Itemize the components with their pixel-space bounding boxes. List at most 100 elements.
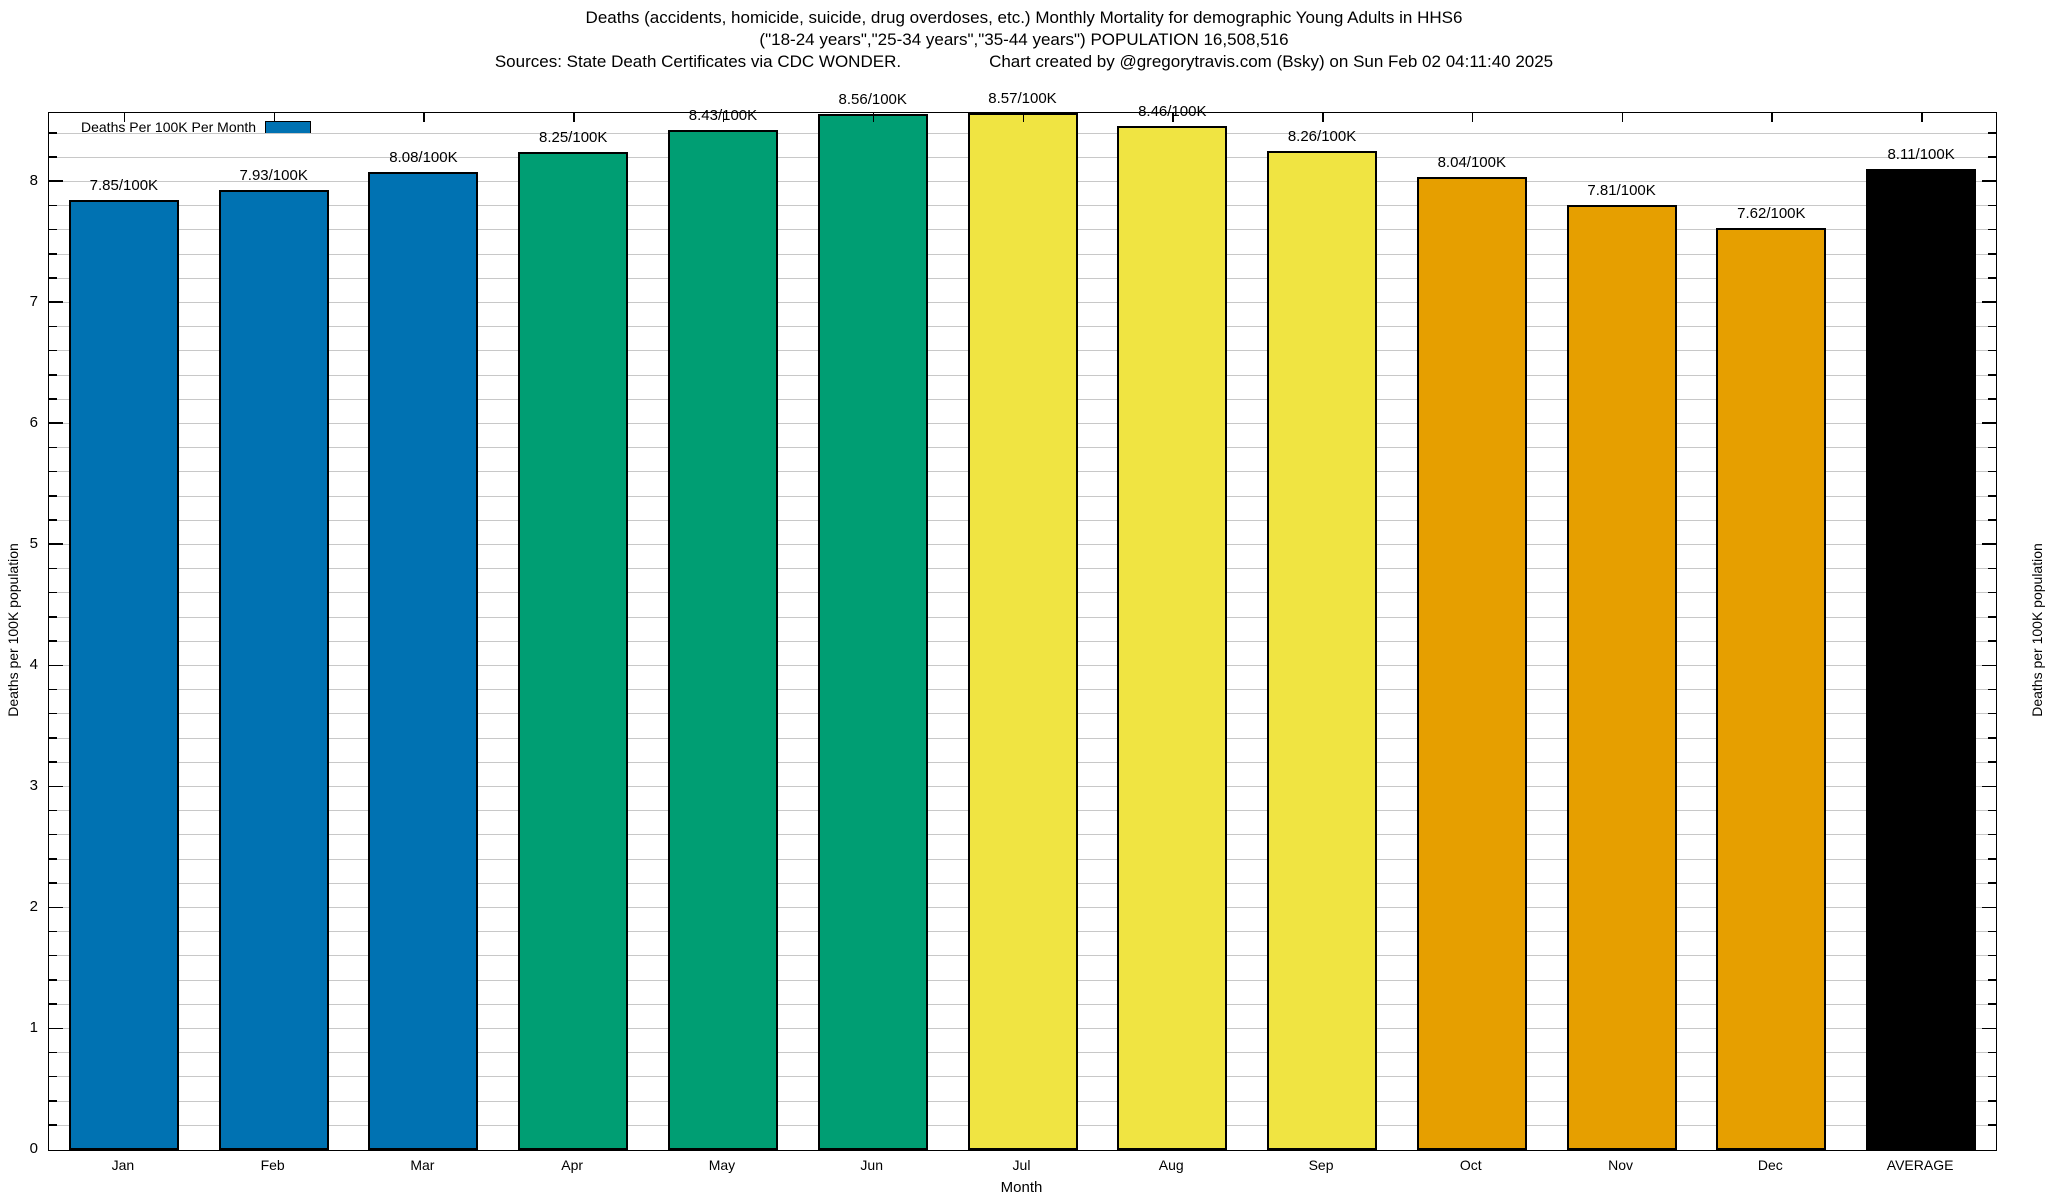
y-minor-tick-left [49, 156, 57, 158]
y-minor-tick-right [1988, 277, 1996, 279]
y-minor-tick-left [49, 325, 57, 328]
y-minor-tick-right [1988, 858, 1996, 860]
y-minor-tick-left [49, 761, 57, 763]
y-minor-tick-left [49, 737, 57, 739]
y-minor-tick-right [1988, 567, 1996, 570]
chart-sources: Sources: State Death Certificates via CD… [494, 52, 902, 71]
y-axis-label-left: Deaths per 100K population [5, 543, 21, 717]
y-minor-tick-left [49, 470, 57, 473]
y-tick-label: 4 [29, 655, 38, 673]
y-minor-tick-left [49, 398, 57, 400]
y-minor-tick-right [1988, 1051, 1996, 1054]
y-minor-tick-left [49, 833, 57, 836]
y-minor-tick-right [1988, 519, 1996, 521]
bar-nov [1566, 204, 1677, 1150]
bar-value-label: 8.56/100K [838, 91, 907, 109]
y-minor-tick-right [1988, 495, 1996, 497]
x-tick-label-apr: Apr [561, 1157, 584, 1173]
x-tick-top [423, 113, 425, 122]
x-tick-top [1771, 113, 1773, 122]
bar-mar [368, 172, 479, 1150]
y-minor-tick-left [49, 495, 57, 497]
y-minor-tick-right [1988, 325, 1996, 328]
bar-value-label: 7.85/100K [89, 177, 159, 195]
x-tick-label-jan: Jan [111, 1157, 135, 1173]
y-major-tick-left [49, 301, 63, 303]
y-tick-label: 7 [29, 292, 38, 310]
bar-aug [1117, 126, 1228, 1150]
y-major-tick-left [49, 785, 63, 787]
bar-value-label: 8.04/100K [1437, 154, 1506, 172]
x-tick-top [1621, 113, 1624, 122]
y-minor-tick-right [1988, 374, 1996, 376]
y-major-tick-right [1982, 664, 1996, 666]
chart-credit: Chart created by @gregorytravis.com (Bsk… [989, 52, 1554, 71]
chart-titles: Deaths (accidents, homicide, suicide, dr… [0, 7, 2048, 73]
bar-value-label: 8.11/100K [1887, 145, 1955, 163]
y-minor-tick-right [1988, 204, 1996, 207]
y-minor-tick-right [1988, 640, 1996, 642]
y-minor-tick-left [49, 446, 57, 449]
x-axis-label: Month [1000, 1179, 1043, 1196]
legend-swatch [265, 120, 312, 134]
y-minor-tick-right [1988, 616, 1996, 618]
y-minor-tick-right [1988, 809, 1996, 812]
y-minor-tick-right [1988, 930, 1996, 933]
x-tick-top [1471, 113, 1474, 122]
x-tick-top [722, 113, 725, 122]
x-tick-top [1921, 113, 1923, 122]
bar-jan [68, 200, 179, 1150]
y-major-tick-right [1982, 422, 1996, 424]
y-minor-tick-left [49, 1051, 57, 1054]
y-tick-label: 2 [29, 897, 38, 915]
bar-jul [967, 113, 1078, 1150]
x-tick-top [573, 113, 575, 122]
y-minor-tick-left [49, 882, 57, 884]
y-minor-tick-right [1988, 979, 1996, 981]
y-major-tick-right [1982, 785, 1996, 787]
bar-average [1866, 168, 1977, 1150]
y-minor-tick-left [49, 809, 57, 812]
bar-value-label: 8.26/100K [1287, 127, 1357, 145]
y-minor-tick-right [1988, 398, 1996, 400]
x-tick-label-jul: Jul [1012, 1157, 1031, 1173]
y-tick-label: 6 [29, 413, 38, 431]
y-minor-tick-left [49, 253, 57, 255]
bar-value-label: 8.46/100K [1138, 103, 1207, 121]
x-tick-label-aug: Aug [1158, 1157, 1184, 1173]
x-tick-label-dec: Dec [1757, 1157, 1783, 1173]
y-minor-tick-left [49, 228, 57, 231]
x-tick-top [273, 113, 276, 122]
y-minor-tick-left [49, 374, 57, 376]
y-major-tick-left [49, 422, 63, 424]
bar-value-label: 8.57/100K [988, 90, 1057, 107]
chart-subtitle: ("18-24 years","25-34 years","35-44 year… [759, 30, 1289, 49]
x-tick-label-average: AVERAGE [1886, 1157, 1954, 1173]
bar-value-label: 7.93/100K [239, 167, 308, 185]
y-minor-tick-right [1988, 349, 1996, 352]
chart-title: Deaths (accidents, homicide, suicide, dr… [585, 8, 1463, 27]
y-minor-tick-left [49, 640, 57, 642]
y-minor-tick-right [1988, 228, 1996, 231]
x-tick-label-nov: Nov [1608, 1157, 1634, 1173]
y-minor-tick-left [49, 132, 57, 134]
y-minor-tick-left [49, 1075, 57, 1078]
y-minor-tick-left [49, 1100, 57, 1102]
x-tick-label-mar: Mar [410, 1157, 435, 1173]
y-minor-tick-left [49, 1124, 57, 1126]
y-tick-label: 8 [29, 171, 38, 189]
bar-value-label: 8.08/100K [389, 149, 458, 167]
y-minor-tick-left [49, 567, 57, 570]
y-major-tick-right [1982, 301, 1996, 303]
x-tick-label-may: May [708, 1157, 736, 1173]
y-minor-tick-right [1988, 1100, 1996, 1102]
y-major-tick-left [49, 906, 63, 908]
y-minor-tick-right [1988, 688, 1996, 691]
x-tick-label-sep: Sep [1308, 1157, 1334, 1173]
y-minor-tick-right [1988, 1124, 1996, 1126]
y-minor-tick-right [1988, 882, 1996, 884]
bar-dec [1716, 227, 1827, 1150]
y-minor-tick-right [1988, 954, 1996, 957]
legend: Deaths Per 100K Per Month [75, 118, 318, 136]
